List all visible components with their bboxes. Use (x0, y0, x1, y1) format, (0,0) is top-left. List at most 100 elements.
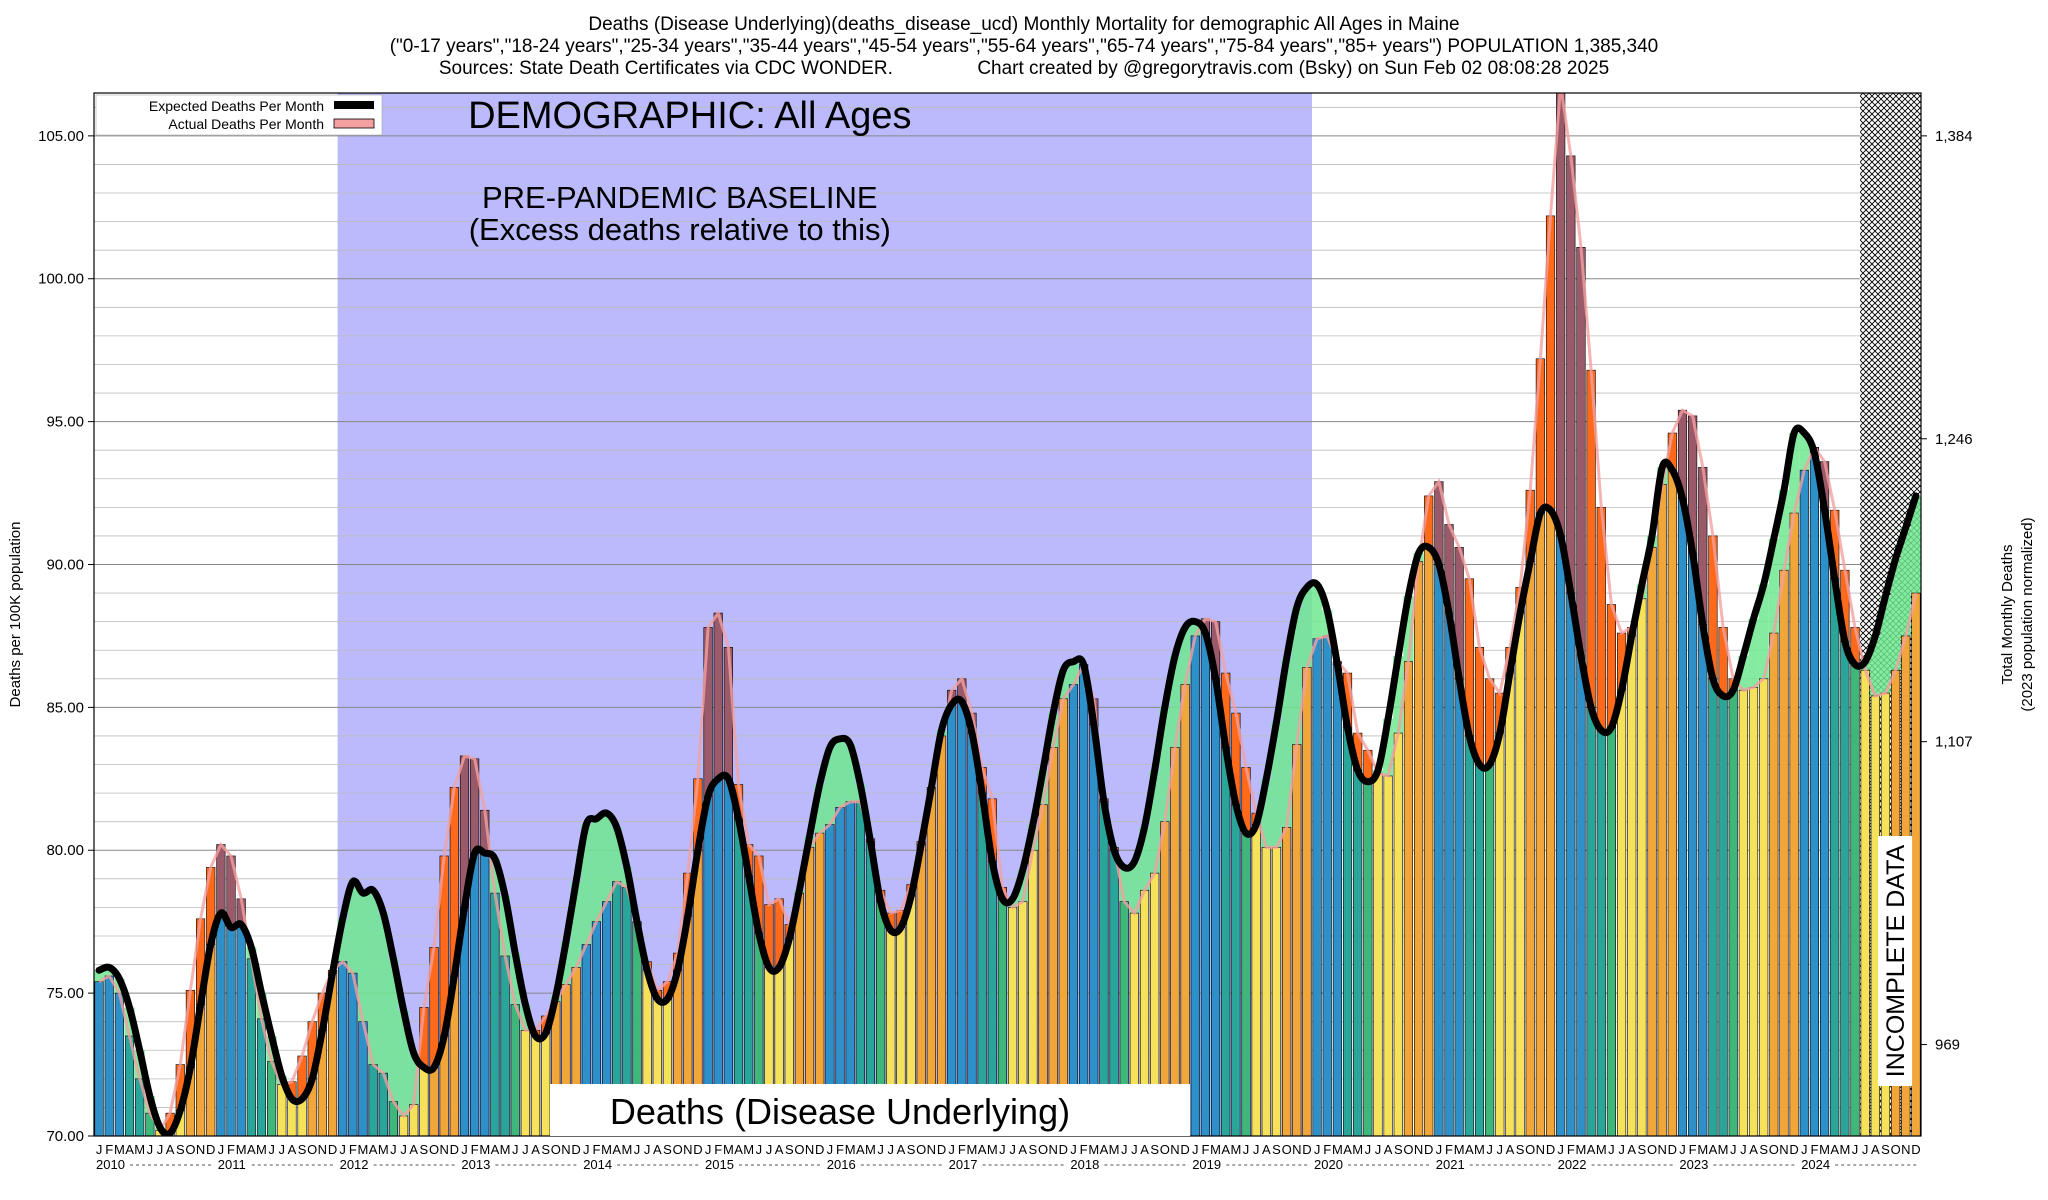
below-expected-fill (1910, 495, 1921, 594)
bar-2019-12 (1302, 667, 1312, 1136)
bar-2022-10 (1647, 547, 1657, 1136)
month-label: J (827, 1142, 834, 1157)
metric-label-box (550, 1084, 1190, 1136)
bar-2018-11 (1170, 747, 1180, 1136)
month-label: F (1445, 1142, 1453, 1157)
bar-2013-4 (490, 892, 500, 1136)
bar-2024-12 (1911, 592, 1921, 1136)
right-tick-label: 1,246 (1935, 431, 1973, 448)
bar-2020-4 (1342, 727, 1353, 1136)
bar-2022-12 (1667, 469, 1677, 1136)
month-label: M (1109, 1142, 1120, 1157)
below-expected-fill (368, 890, 379, 1065)
bar-2010-2 (104, 975, 114, 1136)
bar-2022-8 (1627, 635, 1637, 1136)
month-label: D (328, 1142, 337, 1157)
month-label: J (1679, 1142, 1686, 1157)
below-expected-fill (601, 813, 612, 902)
month-label: J (583, 1142, 590, 1157)
y-axis-label: Deaths per 100K population (7, 522, 24, 708)
month-label: S (420, 1142, 429, 1157)
month-label: A (288, 1142, 297, 1157)
bar-2017-1 (947, 704, 957, 1136)
bar-2019-8 (1261, 847, 1271, 1136)
excess-bar (1474, 647, 1485, 765)
month-label: J (756, 1142, 763, 1157)
bar-2015-3 (723, 778, 733, 1136)
bar-2023-8 (1748, 687, 1759, 1136)
bar-2023-7 (1738, 689, 1748, 1136)
month-label: F (1201, 1142, 1209, 1157)
bar-2021-6 (1485, 764, 1495, 1136)
bar-2021-12 (1545, 509, 1556, 1136)
bar-2012-9 (419, 1067, 429, 1136)
month-label: M (1352, 1142, 1363, 1157)
month-label: M (500, 1142, 511, 1157)
bar-2023-9 (1759, 678, 1769, 1136)
month-label: A (1709, 1142, 1718, 1157)
month-label: O (1403, 1142, 1413, 1157)
bar-2021-9 (1515, 612, 1525, 1136)
month-label: A (1018, 1142, 1027, 1157)
below-expected-fill (357, 893, 369, 1022)
month-label: M (236, 1142, 247, 1157)
month-label: F (1080, 1142, 1088, 1157)
bar-2017-11 (1048, 747, 1058, 1136)
below-expected-fill (1870, 635, 1881, 696)
bar-2019-5 (1231, 804, 1241, 1136)
below-expected-fill (124, 1007, 135, 1036)
bar-2020-2 (1322, 635, 1332, 1136)
month-label: A (409, 1142, 418, 1157)
below-expected-fill (1058, 670, 1069, 699)
below-expected-fill (1180, 627, 1191, 685)
actual-deaths-line (98, 93, 1918, 1134)
month-label: J (1253, 1142, 1260, 1157)
month-label: N (1779, 1142, 1788, 1157)
y-tick-label: 100.00 (38, 271, 84, 288)
month-label: S (1516, 1142, 1525, 1157)
bar-2019-7 (1251, 824, 1261, 1136)
month-label: O (673, 1142, 683, 1157)
month-label: S (663, 1142, 672, 1157)
demographic-label: DEMOGRAPHIC: All Ages (468, 95, 911, 137)
month-label: J (1314, 1142, 1321, 1157)
month-label: J (96, 1142, 103, 1157)
month-label: J (1557, 1142, 1564, 1157)
chart-subtitle-demographics: ("0-17 years","18-24 years","25-34 years… (389, 36, 1659, 57)
incomplete-label-box (1878, 836, 1913, 1086)
baseline-region (337, 93, 1313, 1136)
month-label: S (785, 1142, 794, 1157)
excess-fills (94, 433, 1921, 1131)
below-expected-fill (510, 953, 521, 1005)
month-label: O (1525, 1142, 1535, 1157)
below-expected-fill (834, 738, 846, 808)
bar-2023-3 (1698, 624, 1708, 1136)
y-tick-label: 80.00 (46, 842, 84, 859)
month-label: D (206, 1142, 215, 1157)
below-expected-fill (1383, 718, 1394, 776)
month-label: J (1375, 1142, 1382, 1157)
month-label: J (400, 1142, 407, 1157)
month-label: M (1332, 1142, 1343, 1157)
month-label: S (1759, 1142, 1768, 1157)
month-label: M (1596, 1142, 1607, 1157)
below-expected-fill (1190, 621, 1201, 636)
month-label: J (512, 1142, 519, 1157)
month-label: D (571, 1142, 580, 1157)
month-label: A (653, 1142, 662, 1157)
bar-2019-3 (1211, 678, 1221, 1136)
month-label: D (1424, 1142, 1433, 1157)
below-expected-fill (611, 827, 622, 882)
month-label: A (125, 1142, 134, 1157)
month-label: S (541, 1142, 550, 1157)
bar-2024-5 (1840, 641, 1850, 1136)
month-label: O (1038, 1142, 1048, 1157)
bar-2021-11 (1535, 512, 1545, 1136)
bar-2024-7 (1860, 669, 1870, 1136)
month-label: N (805, 1142, 814, 1157)
month-label: F (105, 1142, 113, 1157)
below-expected-fill (1169, 655, 1181, 748)
month-label: J (1486, 1142, 1493, 1157)
month-label: M (865, 1142, 876, 1157)
